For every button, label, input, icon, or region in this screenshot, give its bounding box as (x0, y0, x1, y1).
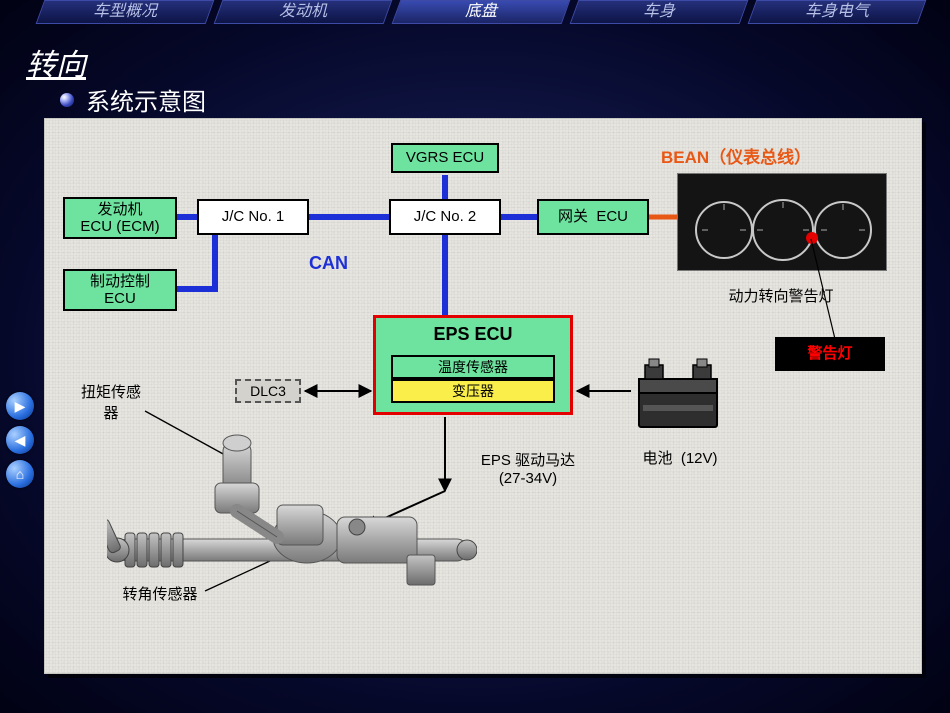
subtitle: 系统示意图 (86, 82, 206, 117)
tab-bar: 车型概况 发动机 底盘 车身 车身电气 (0, 0, 950, 26)
tab-label: 底盘 (465, 1, 497, 23)
tab-chassis[interactable]: 底盘 (392, 0, 571, 24)
torque-sensor-label: 扭矩传感 器 (69, 381, 153, 423)
tab-body[interactable]: 车身 (570, 0, 749, 24)
subtitle-row: 系统示意图 (60, 82, 206, 117)
tab-label: 车身 (643, 1, 675, 23)
tab-label: 车型概况 (93, 1, 157, 23)
tab-engine[interactable]: 发动机 (214, 0, 393, 24)
diagram-panel: 发动机 ECU (ECM) 制动控制 ECU J/C No. 1 VGRS EC… (44, 118, 922, 674)
battery-icon (633, 357, 723, 435)
nav-forward-icon[interactable]: ▶ (6, 392, 34, 420)
page-title: 转向 (26, 40, 86, 84)
nav-back-icon[interactable]: ◀ (6, 426, 34, 454)
slide-root: 车型概况 发动机 底盘 车身 车身电气 转向 系统示意图 ▶ ◀ ⌂ (0, 0, 950, 713)
battery-label: 电池 (12V) (625, 447, 735, 468)
tab-electrical[interactable]: 车身电气 (748, 0, 927, 24)
tab-label: 发动机 (279, 1, 327, 23)
steering-gear-illustration (107, 419, 477, 619)
bullet-icon (60, 93, 74, 107)
nav-home-icon[interactable]: ⌂ (6, 460, 34, 488)
side-nav: ▶ ◀ ⌂ (6, 392, 34, 488)
tab-overview[interactable]: 车型概况 (36, 0, 215, 24)
tab-label: 车身电气 (805, 1, 869, 23)
